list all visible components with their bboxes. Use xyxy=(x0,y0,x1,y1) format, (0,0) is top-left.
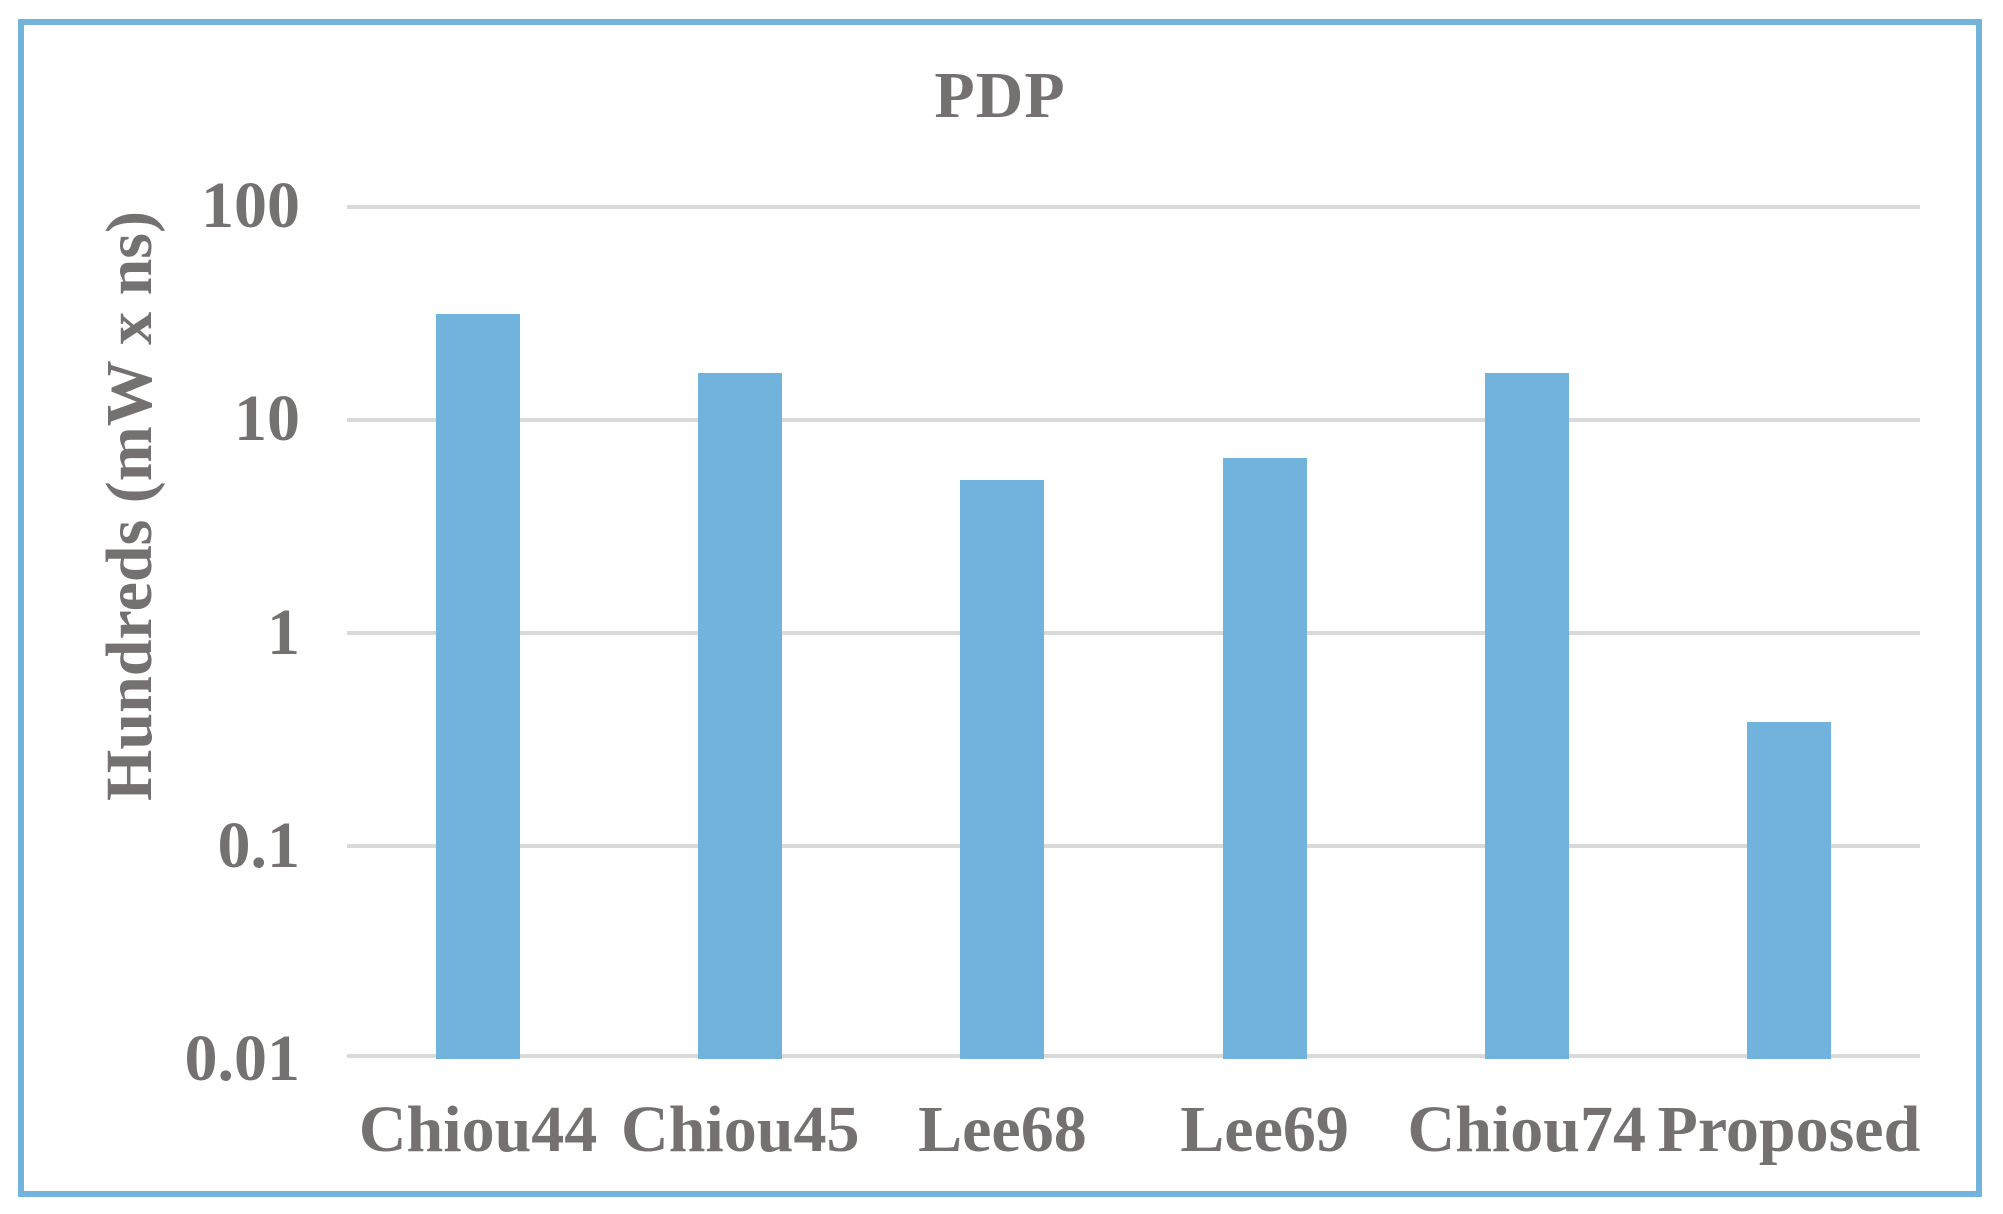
x-category-label-lee68: Lee68 xyxy=(918,1093,1087,1166)
y-tick-label-100: 100 xyxy=(201,169,300,242)
x-category-label-proposed: Proposed xyxy=(1657,1093,1921,1166)
x-category-label-chiou74: Chiou74 xyxy=(1407,1093,1646,1166)
bar-lee69 xyxy=(1222,457,1307,1059)
plot-area xyxy=(347,204,1920,1059)
bar-chiou44 xyxy=(436,314,521,1059)
gridline-0.1 xyxy=(347,844,1920,849)
x-category-label-chiou44: Chiou44 xyxy=(358,1093,598,1166)
gridline-100 xyxy=(347,204,1920,209)
chart-title: PDP xyxy=(934,59,1066,132)
x-category-label-chiou45: Chiou45 xyxy=(621,1093,860,1166)
gridline-10 xyxy=(347,417,1920,422)
x-category-label-lee69: Lee69 xyxy=(1180,1093,1349,1166)
gridline-1 xyxy=(347,631,1920,635)
gridline-0.01 xyxy=(347,1053,1920,1058)
bar-lee68 xyxy=(960,479,1045,1059)
y-axis-title: Hundreds (mW x ns) xyxy=(93,211,166,801)
y-tick-label-1: 1 xyxy=(267,595,300,669)
bar-chiou45 xyxy=(698,372,783,1059)
y-tick-label-0.01: 0.01 xyxy=(184,1022,301,1095)
bar-proposed xyxy=(1746,722,1831,1059)
y-tick-label-0.1: 0.1 xyxy=(217,808,301,882)
y-tick-label-10: 10 xyxy=(234,382,300,456)
chart-border xyxy=(18,19,1982,1197)
bar-chiou74 xyxy=(1484,372,1569,1059)
